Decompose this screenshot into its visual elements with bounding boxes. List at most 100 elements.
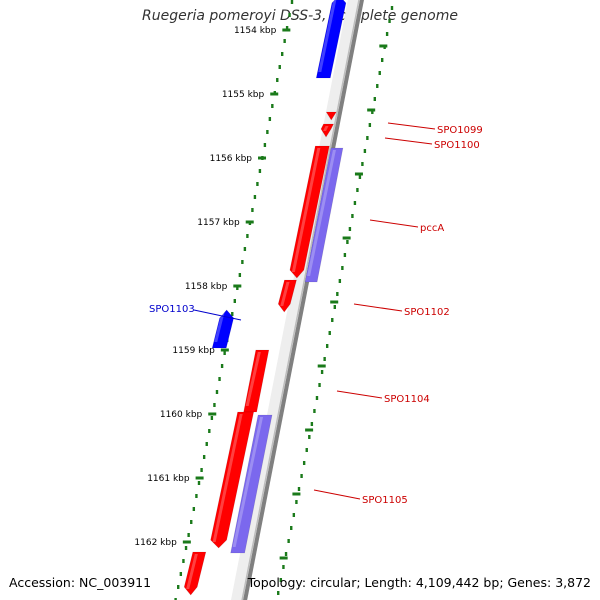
genome-stats-line: Topology: circular; Length: 4,109,442 bp… [247,575,591,590]
ruler-right-dot [292,513,296,517]
ruler-major-tick [245,220,254,224]
ruler-right-dot [297,487,301,491]
ruler-major-tick [182,540,191,544]
gene-spo1105-tail [183,551,207,596]
ruler-left-dot [231,312,234,316]
accession-label: Accession: [9,575,76,590]
genes-value: 3,872 [555,575,591,590]
accession-value: NC_003911 [79,575,152,590]
ruler-left-dot [263,143,267,147]
gene-label: SPO1102 [404,307,450,318]
ruler-left-dot [179,572,183,576]
ruler-left-dot [213,403,216,407]
ruler-right-dot [325,344,329,348]
ruler-left-dot [195,494,198,498]
ruler-right-dot [380,58,384,62]
ruler-tick-label: 1158 kbp [185,282,228,292]
ruler-right-dot [390,6,394,10]
ruler-right-dot [385,32,389,36]
ruler-left-dot [174,598,177,600]
ruler-right-major-tick [354,172,363,176]
ruler-left-dot [223,351,226,355]
ruler-right-dot [348,227,352,231]
gene-spo1104-a-shine [245,352,261,406]
ruler-major-tick [220,348,229,352]
gene-blue-1 [315,0,347,79]
feature-purple-1 [304,147,344,283]
gene-spo1104-b-shine [212,414,243,542]
ruler-left-dot [258,169,262,173]
ruler-right-dot [363,149,367,153]
gene-blue-1-shine [318,0,337,72]
ruler-right-major-tick [342,236,351,240]
ruler-right-dot [318,383,321,387]
ruler-right-dot [331,318,334,322]
ruler-left-dot [233,299,236,303]
ruler-major-tick [258,156,267,160]
ruler-left-dot [246,234,249,238]
ruler-tick-label: 1159 kbp [172,346,215,356]
ruler-right-dot [305,448,308,452]
ruler-left-dot [268,117,272,121]
ruler-right-dot [366,136,369,140]
ruler-tick-label: 1154 kbp [234,26,277,36]
gene-label-leader [369,219,419,228]
ruler-right-dot [336,292,339,296]
ruler-right-dot [346,240,349,244]
ruler-tick-label: 1162 kbp [134,538,177,548]
gene-label-leader [384,137,433,145]
gene-spo1099-b-shine [323,126,329,131]
ruler-right-major-tick [330,300,339,304]
ruler-layer: 1154 kbp 1155 kbp 1156 kbp 1157 kbp 1158 kbp… [134,0,394,600]
ruler-right-dot [282,565,285,569]
ruler-right-dot [356,188,359,192]
feature-purple-2 [230,414,273,554]
gene-pcca [289,145,330,279]
gene-label-leader [313,489,361,500]
gene-label-leader [387,122,436,130]
ruler-left-dot [288,13,291,17]
ruler-right-dot [333,305,336,309]
ruler-tick-label: 1157 kbp [197,218,240,228]
ruler-left-dot [285,26,289,30]
ruler-right-dot [290,526,293,530]
ruler-left-dot [280,52,284,56]
ruler-right-major-tick [279,556,288,560]
gene-spo1102 [277,279,297,313]
ruler-tick-label: 1156 kbp [210,154,253,164]
ruler-right-dot [358,175,362,179]
ruler-left-dot [218,377,221,381]
feature-layer [183,0,347,596]
ruler-right-major-tick [305,428,314,432]
gene-spo1103 [211,309,234,349]
ruler-right-major-tick [379,44,388,48]
ruler-left-dot [290,0,294,4]
ruler-right-dot [373,97,376,101]
ruler-left-dot [205,442,208,446]
ruler-right-dot [277,591,280,595]
ruler-major-tick [208,412,217,416]
ruler-right-dot [353,201,357,205]
ruler-right-dot [323,357,326,361]
ruler-left-dot [197,481,201,485]
ruler-right-dot [338,279,342,283]
ruler-right-dot [388,19,391,23]
ruler-right-dot [320,370,324,374]
ruler-left-dot [256,182,259,186]
ruler-tick-label: 1160 kbp [160,410,203,420]
ruler-tick-label: 1155 kbp [222,90,265,100]
genes-label: Genes: [507,575,552,590]
ruler-right-major-tick [292,492,301,496]
topology-label: Topology: [247,575,307,590]
ruler-right-dot [313,409,316,413]
ruler-right-dot [361,162,364,166]
ruler-left-dot [271,104,274,108]
ruler-left-dot [187,533,190,537]
ruler-right-dot [371,110,374,114]
ruler-right-dot [351,214,354,218]
length-label: Length: [364,575,412,590]
ruler-right-dot [300,474,303,478]
ruler-right-dot [343,253,347,257]
ruler-major-tick [282,28,291,32]
